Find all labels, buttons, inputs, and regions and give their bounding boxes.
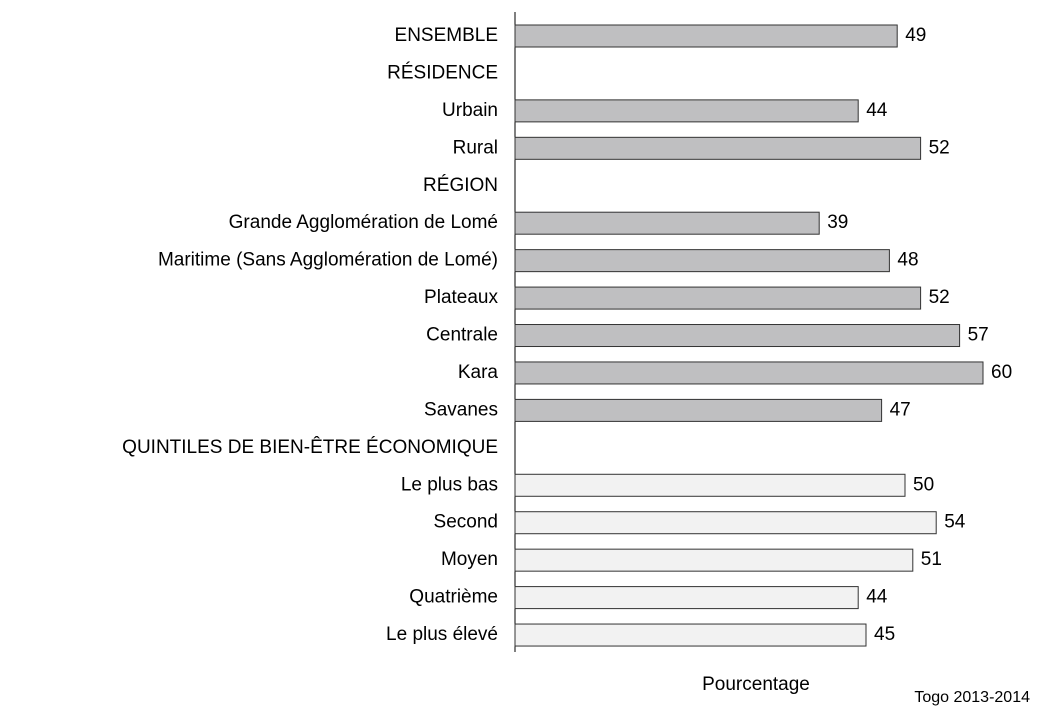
value-label: 44 — [866, 100, 888, 121]
category-label: Savanes — [424, 399, 498, 420]
category-label: RÉSIDENCE — [387, 62, 498, 83]
bar — [514, 136, 922, 160]
value-label: 52 — [929, 137, 950, 158]
bar — [514, 249, 890, 273]
category-label: Centrale — [426, 325, 498, 346]
category-label: Le plus bas — [401, 474, 498, 495]
value-label: 39 — [827, 212, 848, 233]
category-label: Second — [434, 512, 498, 533]
value-label: 51 — [921, 549, 942, 570]
value-label: 49 — [905, 25, 926, 46]
value-label: 47 — [890, 399, 911, 420]
value-label: 48 — [897, 250, 918, 271]
bar — [514, 586, 859, 610]
value-label: 45 — [874, 624, 895, 645]
category-label: Rural — [453, 137, 498, 158]
bar — [514, 99, 859, 123]
bar — [514, 473, 906, 497]
category-label: ENSEMBLE — [395, 25, 498, 46]
bar — [514, 24, 898, 48]
value-label: 60 — [991, 362, 1012, 383]
bar — [514, 623, 867, 647]
category-label: Moyen — [441, 549, 498, 570]
bar — [514, 398, 883, 422]
category-label: QUINTILES DE BIEN-ÊTRE ÉCONOMIQUE — [122, 436, 498, 458]
value-label: 50 — [913, 474, 934, 495]
value-label: 57 — [968, 325, 989, 346]
bar — [514, 548, 914, 572]
value-label: 44 — [866, 587, 888, 608]
x-axis-label: Pourcentage — [702, 674, 810, 695]
value-label: 54 — [944, 512, 966, 533]
category-label: Grande Agglomération de Lomé — [229, 212, 498, 233]
bar — [514, 211, 820, 235]
category-label: Urbain — [442, 100, 498, 121]
bar — [514, 324, 961, 348]
bar — [514, 286, 922, 310]
bar — [514, 361, 984, 385]
category-label: Plateaux — [424, 287, 498, 308]
category-label: Kara — [458, 362, 499, 383]
category-label: Le plus élevé — [386, 624, 498, 645]
note: Togo 2013-2014 — [914, 689, 1030, 706]
value-label: 52 — [929, 287, 950, 308]
bar — [514, 511, 937, 535]
category-label: Maritime (Sans Agglomération de Lomé) — [158, 250, 498, 271]
category-label: RÉGION — [423, 175, 498, 196]
category-label: Quatrième — [409, 587, 498, 608]
